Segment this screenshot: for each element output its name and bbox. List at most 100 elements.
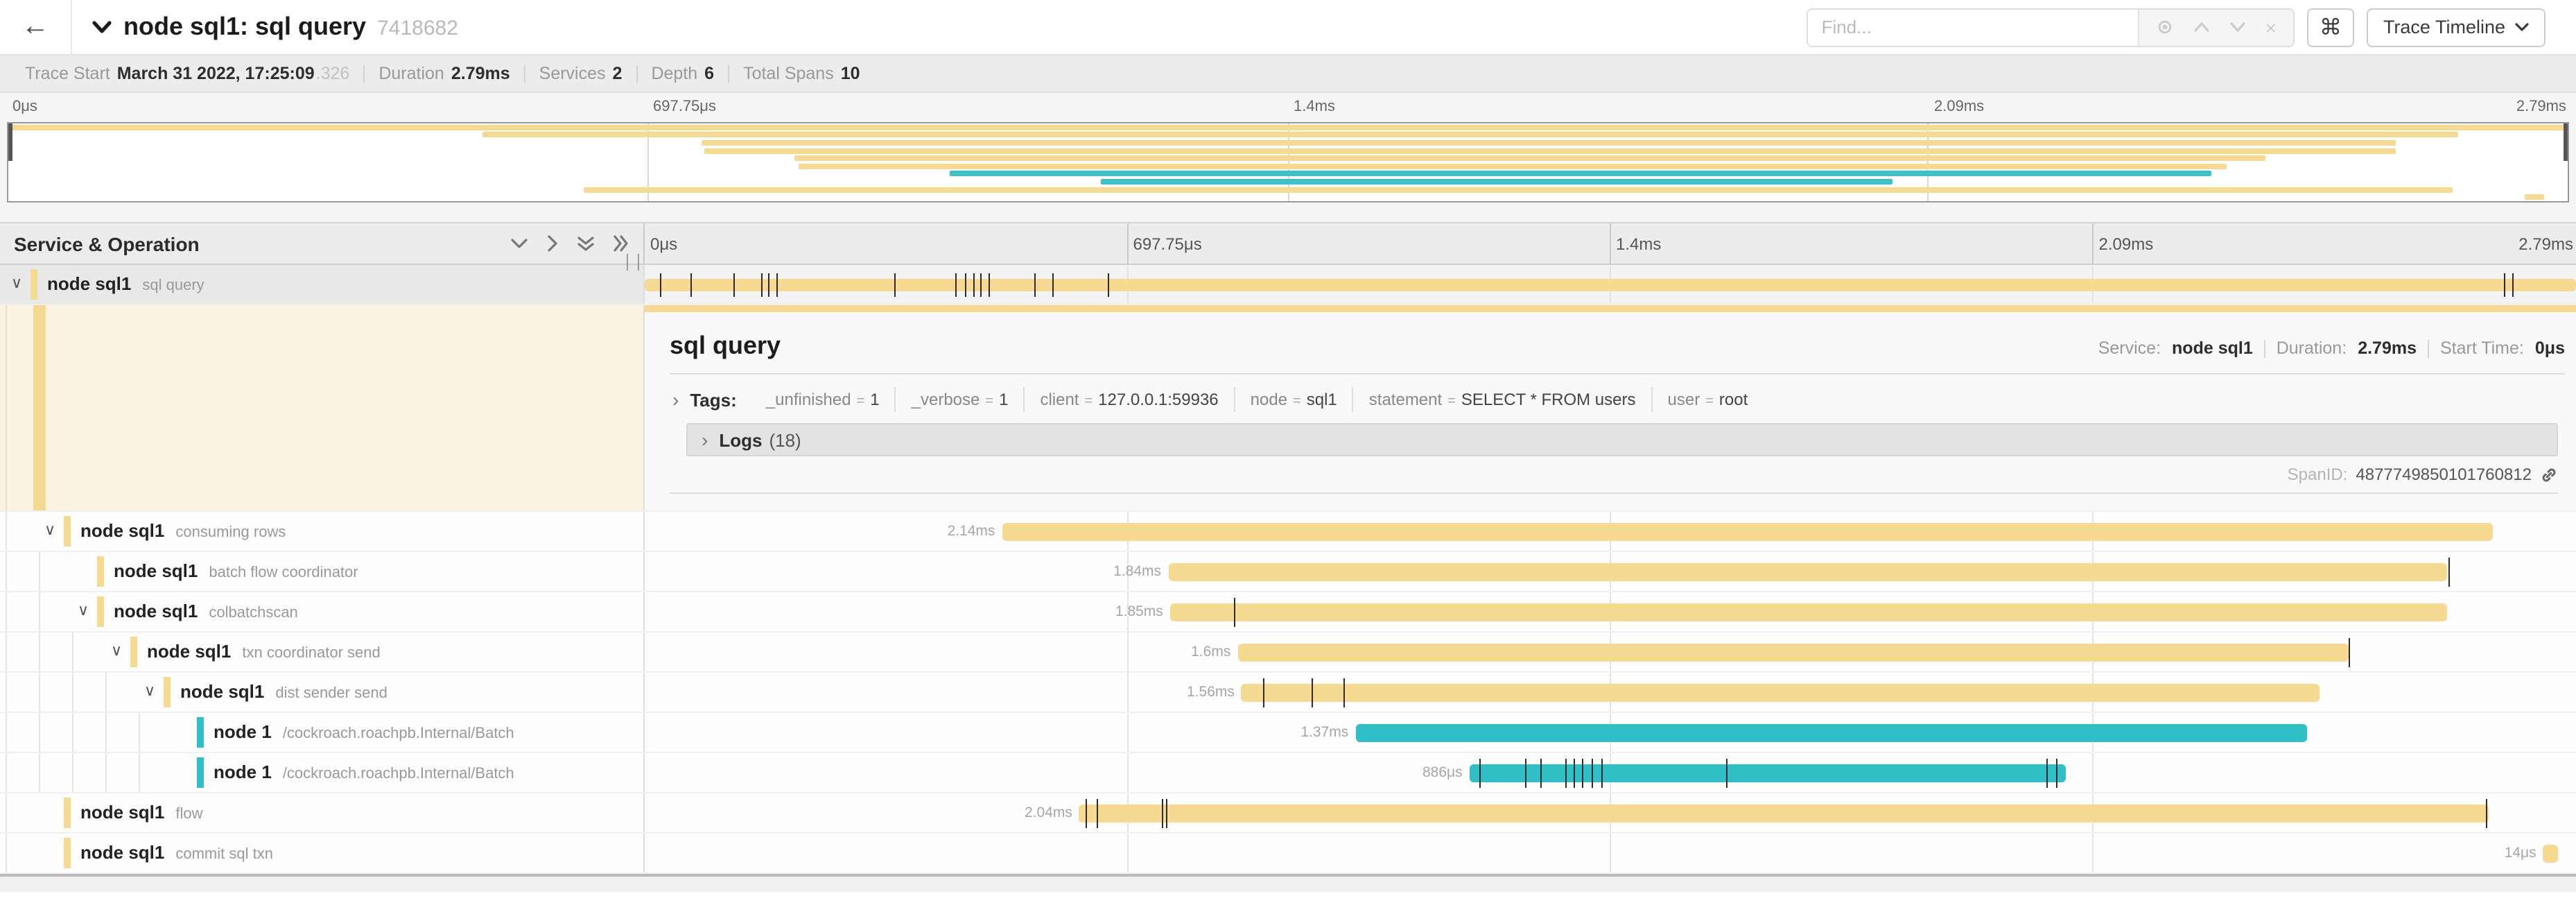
span-timeline-cell[interactable]: 1.6ms bbox=[645, 633, 2576, 671]
tag-item[interactable]: _verbose = 1 bbox=[894, 387, 1024, 412]
span-tree-cell[interactable]: node sql1 batch flow coordinator bbox=[0, 552, 645, 591]
log-event-tick[interactable] bbox=[980, 273, 982, 297]
view-selector-button[interactable]: Trace Timeline bbox=[2366, 8, 2545, 46]
span-duration-bar[interactable] bbox=[2543, 845, 2559, 863]
log-event-tick[interactable] bbox=[1096, 799, 1098, 828]
tag-item[interactable]: client = 127.0.0.1:59936 bbox=[1023, 387, 1233, 412]
expander-chevron-down-icon[interactable]: ∨ bbox=[44, 522, 56, 539]
expander-chevron-down-icon[interactable]: ∨ bbox=[78, 603, 89, 619]
span-row[interactable]: ∨ node sql1 sql query bbox=[0, 265, 2576, 305]
log-event-tick[interactable] bbox=[660, 273, 662, 297]
span-row[interactable]: node 1/cockroach.roachpb.Internal/Batch 8… bbox=[0, 753, 2576, 793]
expander-chevron-down-icon[interactable]: ∨ bbox=[144, 683, 156, 700]
span-duration-bar[interactable] bbox=[1168, 563, 2447, 581]
expander-chevron-down-icon[interactable]: ∨ bbox=[11, 275, 23, 292]
span-row[interactable]: node 1/cockroach.roachpb.Internal/Batch 1… bbox=[0, 713, 2576, 753]
minimap-canvas[interactable] bbox=[7, 122, 2569, 203]
span-tree-cell[interactable]: ∨ node sql1 sql query bbox=[0, 265, 645, 304]
span-duration-bar[interactable] bbox=[1237, 644, 2349, 662]
log-event-tick[interactable] bbox=[733, 273, 736, 297]
span-duration-bar[interactable] bbox=[645, 279, 2576, 291]
span-timeline-cell[interactable]: 14μs bbox=[645, 834, 2576, 872]
span-duration-bar[interactable] bbox=[1355, 724, 2308, 742]
span-duration-bar[interactable] bbox=[1169, 603, 2447, 621]
log-event-tick[interactable] bbox=[973, 273, 975, 297]
span-duration-bar[interactable] bbox=[1241, 684, 2320, 702]
log-event-tick[interactable] bbox=[1262, 678, 1264, 707]
span-row[interactable]: ∨ node sql1 txn coordinator send 1.6ms bbox=[0, 633, 2576, 673]
span-timeline-cell[interactable]: 1.84ms bbox=[645, 552, 2576, 591]
span-timeline-cell[interactable]: 1.37ms bbox=[645, 713, 2576, 752]
span-timeline-cell[interactable]: 1.85ms bbox=[645, 592, 2576, 631]
tag-item[interactable]: _unfinished = 1 bbox=[751, 387, 895, 412]
span-duration-bar[interactable] bbox=[1002, 523, 2494, 541]
log-event-tick[interactable] bbox=[1540, 759, 1542, 788]
log-event-tick[interactable] bbox=[2504, 273, 2506, 297]
collapse-trace-chevron-icon[interactable] bbox=[92, 17, 112, 42]
tag-item[interactable]: user = root bbox=[1651, 387, 1764, 412]
span-timeline-cell[interactable]: 1.56ms bbox=[645, 673, 2576, 712]
span-tree-cell[interactable]: ∨ node sql1 txn coordinator send bbox=[0, 633, 645, 671]
log-event-tick[interactable] bbox=[2485, 799, 2487, 828]
log-event-tick[interactable] bbox=[1108, 273, 1110, 297]
log-event-tick[interactable] bbox=[2448, 558, 2451, 587]
copy-link-icon[interactable] bbox=[2540, 465, 2558, 483]
clear-find-icon[interactable]: × bbox=[2265, 16, 2277, 38]
log-event-tick[interactable] bbox=[965, 273, 967, 297]
log-event-tick[interactable] bbox=[1233, 598, 1235, 627]
log-event-tick[interactable] bbox=[2512, 273, 2514, 297]
back-button[interactable]: ← bbox=[0, 0, 72, 55]
locate-icon[interactable] bbox=[2156, 18, 2174, 36]
log-event-tick[interactable] bbox=[1034, 273, 1036, 297]
log-event-tick[interactable] bbox=[776, 273, 778, 297]
log-event-tick[interactable] bbox=[768, 273, 770, 297]
log-event-tick[interactable] bbox=[1085, 799, 1087, 828]
logs-accordion[interactable]: › Logs (18) bbox=[686, 423, 2558, 456]
span-tree-cell[interactable]: ∨ node sql1 consuming rows bbox=[0, 512, 645, 551]
tags-accordion[interactable]: › Tags: _unfinished = 1 _verbose = 1 client = 12… bbox=[670, 387, 2565, 412]
span-row[interactable]: ∨ node sql1 colbatchscan 1.85ms bbox=[0, 592, 2576, 633]
tag-item[interactable]: node = sql1 bbox=[1233, 387, 1352, 412]
log-event-tick[interactable] bbox=[894, 273, 896, 297]
span-row[interactable]: ∨ node sql1 dist sender send 1.56ms bbox=[0, 673, 2576, 713]
span-row[interactable]: ∨ node sql1 consuming rows 2.14ms bbox=[0, 512, 2576, 552]
span-tree-cell[interactable]: ∨ node sql1 dist sender send bbox=[0, 673, 645, 712]
minimap-left-drag-handle[interactable] bbox=[8, 123, 12, 161]
span-row[interactable]: node sql1 flow 2.04ms bbox=[0, 793, 2576, 834]
span-tree-cell[interactable]: node 1/cockroach.roachpb.Internal/Batch bbox=[0, 713, 645, 752]
span-timeline-cell[interactable]: 2.04ms bbox=[645, 793, 2576, 832]
collapse-all-double-chevron-down-icon[interactable] bbox=[577, 235, 595, 252]
log-event-tick[interactable] bbox=[1525, 759, 1527, 788]
log-event-tick[interactable] bbox=[760, 273, 763, 297]
log-event-tick[interactable] bbox=[690, 273, 693, 297]
log-event-tick[interactable] bbox=[955, 273, 957, 297]
log-event-tick[interactable] bbox=[2056, 759, 2058, 788]
collapse-one-chevron-down-icon[interactable] bbox=[510, 237, 528, 250]
expand-one-chevron-right-icon[interactable] bbox=[546, 234, 559, 252]
keyboard-shortcuts-button[interactable]: ⌘ bbox=[2306, 8, 2354, 46]
span-duration-bar[interactable] bbox=[1469, 764, 2066, 782]
log-event-tick[interactable] bbox=[2348, 638, 2350, 667]
log-event-tick[interactable] bbox=[1052, 273, 1054, 297]
log-event-tick[interactable] bbox=[988, 273, 990, 297]
log-event-tick[interactable] bbox=[1166, 799, 1168, 828]
log-event-tick[interactable] bbox=[1565, 759, 1567, 788]
span-timeline-cell[interactable]: 2.14ms bbox=[645, 512, 2576, 551]
expander-chevron-down-icon[interactable]: ∨ bbox=[111, 643, 123, 660]
span-tree-cell[interactable]: ∨ node sql1 colbatchscan bbox=[0, 592, 645, 631]
log-event-tick[interactable] bbox=[1311, 678, 1313, 707]
log-event-tick[interactable] bbox=[1581, 759, 1583, 788]
expand-all-double-chevron-right-icon[interactable] bbox=[613, 234, 629, 252]
log-event-tick[interactable] bbox=[1591, 759, 1593, 788]
prev-match-chevron-up-icon[interactable] bbox=[2193, 21, 2210, 33]
span-tree-cell[interactable]: node 1/cockroach.roachpb.Internal/Batch bbox=[0, 753, 645, 792]
log-event-tick[interactable] bbox=[1574, 759, 1576, 788]
panel-resize-handle[interactable] bbox=[627, 254, 639, 270]
log-event-tick[interactable] bbox=[1343, 678, 1346, 707]
log-event-tick[interactable] bbox=[1726, 759, 1728, 788]
tag-item[interactable]: statement = SELECT * FROM users bbox=[1352, 387, 1651, 412]
next-match-chevron-down-icon[interactable] bbox=[2229, 21, 2246, 33]
log-event-tick[interactable] bbox=[2046, 759, 2048, 788]
log-event-tick[interactable] bbox=[1162, 799, 1164, 828]
span-timeline-cell[interactable]: 886μs bbox=[645, 753, 2576, 792]
